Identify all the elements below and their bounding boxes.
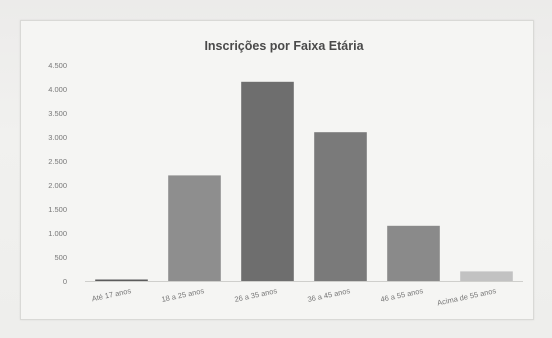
y-tick-label: 4.500 xyxy=(48,61,67,70)
y-tick-label: 2.000 xyxy=(48,181,67,190)
y-tick-label: 1.500 xyxy=(48,205,67,214)
y-tick-label: 0 xyxy=(63,277,67,286)
bar xyxy=(241,81,294,281)
x-tick-label: Acima de 55 anos xyxy=(436,286,497,307)
bar xyxy=(314,132,367,281)
bar xyxy=(387,225,440,281)
bars xyxy=(95,81,513,281)
y-tick-label: 1.000 xyxy=(48,229,67,238)
y-tick-label: 4.000 xyxy=(48,85,67,94)
x-tick-label: 26 a 35 anos xyxy=(234,286,279,304)
y-tick-label: 500 xyxy=(54,253,67,262)
x-tick-label: Até 17 anos xyxy=(91,286,132,303)
bar xyxy=(460,271,513,281)
bar xyxy=(95,279,148,281)
chart-frame: Inscrições por Faixa Etária 0 500 1.000 1.5… xyxy=(20,20,534,320)
y-axis: 0 500 1.000 1.500 2.000 2.500 3.000 3.500 4.000 4… xyxy=(48,61,67,286)
x-axis: Até 17 anos 18 a 25 anos 26 a 35 anos 36 a … xyxy=(85,281,523,307)
bar-chart: Inscrições por Faixa Etária 0 500 1.000 1.5… xyxy=(48,39,523,307)
bar xyxy=(168,175,221,281)
x-tick-label: 46 a 55 anos xyxy=(380,286,425,304)
x-tick-label: 36 a 45 anos xyxy=(307,286,352,304)
x-tick-label: 18 a 25 anos xyxy=(161,286,206,304)
y-tick-label: 3.000 xyxy=(48,133,67,142)
chart-title: Inscrições por Faixa Etária xyxy=(204,39,364,53)
y-tick-label: 3.500 xyxy=(48,109,67,118)
y-tick-label: 2.500 xyxy=(48,157,67,166)
